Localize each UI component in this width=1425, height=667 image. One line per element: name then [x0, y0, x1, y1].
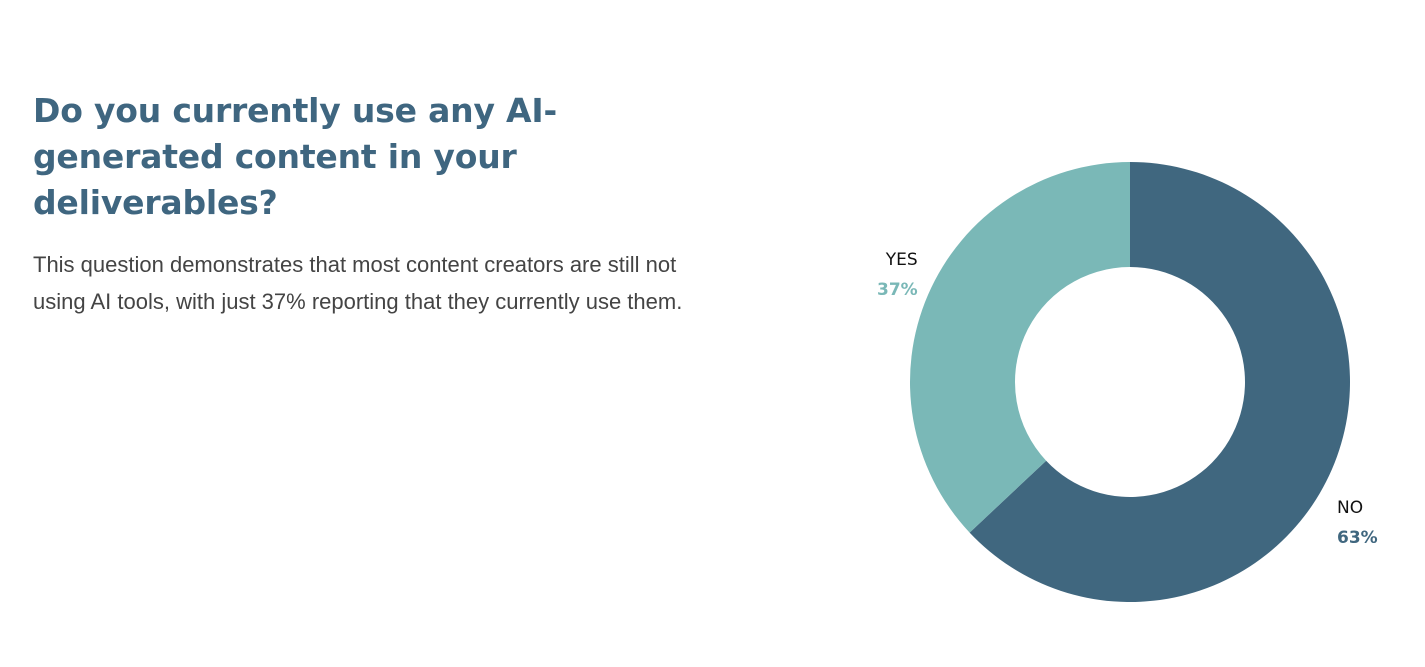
donut-chart-svg	[910, 162, 1350, 602]
donut-chart: YES 37% NO 63%	[840, 150, 1420, 620]
label-yes: YES 37%	[877, 252, 918, 299]
question-description: This question demonstrates that most con…	[33, 252, 683, 314]
slice-yes	[910, 162, 1130, 533]
slice-no	[969, 162, 1350, 602]
label-yes-name: YES	[885, 250, 918, 270]
label-no-value: 63%	[1337, 528, 1378, 548]
label-yes-value: 37%	[877, 280, 918, 300]
label-no-name: NO	[1337, 498, 1364, 518]
page-title: Do you currently use any AI-generated co…	[33, 91, 557, 222]
label-no: NO 63%	[1337, 500, 1378, 547]
